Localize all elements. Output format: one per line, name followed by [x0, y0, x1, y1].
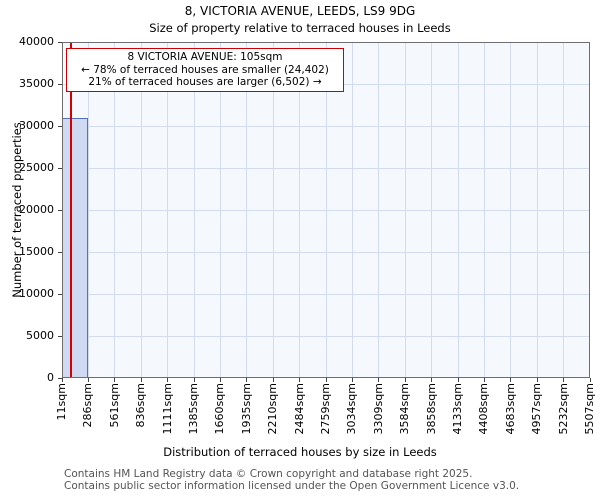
x-tick-mark — [193, 378, 195, 382]
v-gridline — [351, 42, 353, 378]
v-gridline — [510, 42, 512, 378]
plot-area — [62, 42, 590, 378]
v-gridline — [193, 42, 195, 378]
v-gridline — [114, 42, 116, 378]
x-tick-label: 4683sqm — [503, 383, 517, 435]
y-tick-label: 10000 — [19, 287, 54, 300]
x-tick-label: 4957sqm — [530, 383, 544, 435]
v-gridline — [483, 42, 485, 378]
x-tick-mark — [167, 378, 169, 382]
v-gridline — [246, 42, 248, 378]
y-tick-mark — [58, 377, 62, 379]
x-tick-mark — [378, 378, 380, 382]
x-tick-label: 2759sqm — [319, 383, 332, 435]
x-tick-label: 11sqm — [55, 383, 68, 421]
x-tick-mark — [325, 378, 327, 382]
x-tick-mark — [351, 378, 353, 382]
v-gridline — [167, 42, 169, 378]
v-gridline — [457, 42, 459, 378]
x-tick-mark — [563, 378, 565, 382]
x-tick-mark — [114, 378, 116, 382]
v-gridline — [140, 42, 142, 378]
x-tick-mark — [457, 378, 459, 382]
y-tick-mark — [58, 293, 62, 295]
x-tick-mark — [299, 378, 301, 382]
y-tick-label: 30000 — [19, 119, 54, 132]
x-tick-label: 1111sqm — [160, 383, 174, 435]
chart-subtitle: Size of property relative to terraced ho… — [149, 21, 451, 35]
y-tick-mark — [58, 83, 62, 85]
y-tick-label: 25000 — [19, 161, 54, 174]
x-tick-label: 4408sqm — [477, 383, 491, 435]
x-tick-mark — [483, 378, 485, 382]
annotation-line-1: 8 VICTORIA AVENUE: 105sqm — [127, 51, 283, 63]
x-tick-mark — [510, 378, 512, 382]
x-tick-label: 2484sqm — [292, 383, 306, 435]
x-tick-label: 286sqm — [81, 383, 95, 428]
histogram-bar — [62, 117, 89, 378]
x-tick-label: 836sqm — [134, 383, 148, 428]
x-tick-mark — [589, 378, 591, 382]
x-tick-mark — [219, 378, 221, 382]
x-tick-label: 3034sqm — [345, 383, 359, 435]
y-tick-label: 0 — [47, 371, 54, 384]
x-tick-label: 3309sqm — [371, 383, 385, 435]
x-tick-label: 5232sqm — [556, 383, 570, 435]
y-tick-label: 5000 — [26, 329, 54, 342]
x-tick-mark — [246, 378, 248, 382]
x-tick-mark — [61, 378, 63, 382]
annotation-line-2: ← 78% of terraced houses are smaller (24… — [81, 63, 329, 76]
v-gridline — [272, 42, 274, 378]
y-tick-label: 40000 — [19, 35, 54, 48]
y-tick-mark — [58, 335, 62, 337]
x-tick-label: 1385sqm — [187, 383, 200, 435]
x-tick-label: 561sqm — [107, 383, 121, 428]
x-tick-mark — [431, 378, 433, 382]
y-tick-label: 20000 — [19, 203, 54, 216]
annotation-line-3: 21% of terraced houses are larger (6,502… — [88, 76, 322, 88]
marker-annotation: 8 VICTORIA AVENUE: 105sqm ← 78% of terra… — [66, 48, 344, 92]
x-tick-label: 4133sqm — [451, 383, 464, 435]
v-gridline — [299, 42, 301, 378]
property-size-marker-line — [70, 42, 73, 378]
footer-attribution-2: Contains public sector information licen… — [64, 480, 520, 492]
v-gridline — [219, 42, 221, 378]
v-gridline — [378, 42, 380, 378]
v-gridline — [536, 42, 538, 378]
y-tick-mark — [58, 167, 62, 169]
x-tick-label: 1660sqm — [213, 383, 227, 435]
x-tick-mark — [404, 378, 406, 382]
x-tick-mark — [87, 378, 89, 382]
y-tick-label: 35000 — [19, 77, 54, 90]
chart-title: 8, VICTORIA AVENUE, LEEDS, LS9 9DG — [184, 4, 416, 18]
x-tick-mark — [272, 378, 274, 382]
v-gridline — [404, 42, 406, 378]
y-tick-label: 15000 — [19, 245, 54, 258]
x-tick-label: 3584sqm — [398, 383, 412, 435]
x-tick-label: 1935sqm — [239, 383, 253, 435]
v-gridline — [325, 42, 327, 378]
v-gridline — [431, 42, 433, 378]
x-tick-label: 2210sqm — [266, 383, 280, 435]
x-tick-label: 3858sqm — [424, 383, 438, 435]
y-tick-mark — [58, 251, 62, 253]
v-gridline — [563, 42, 565, 378]
y-tick-mark — [58, 209, 62, 211]
x-tick-mark — [140, 378, 142, 382]
x-axis-label: Distribution of terraced houses by size … — [163, 445, 437, 459]
y-tick-mark — [58, 125, 62, 127]
y-tick-mark — [58, 41, 62, 43]
x-tick-label: 5507sqm — [583, 383, 596, 435]
footer-attribution-1: Contains HM Land Registry data © Crown c… — [64, 468, 473, 480]
x-tick-mark — [536, 378, 538, 382]
